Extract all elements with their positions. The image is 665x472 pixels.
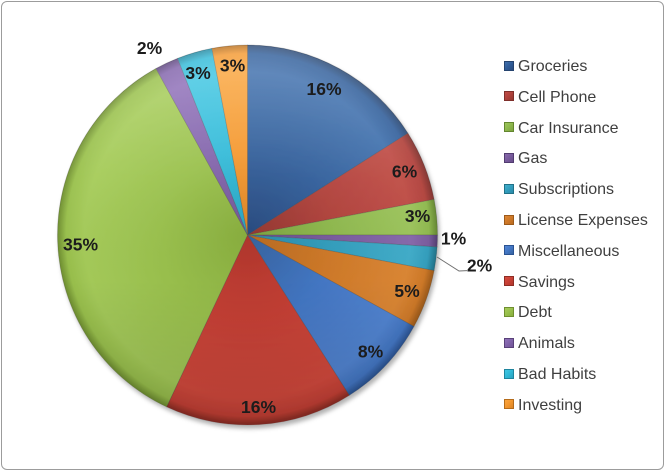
svg-text:5%: 5% [394, 281, 420, 301]
svg-text:3%: 3% [220, 56, 246, 76]
svg-text:2%: 2% [137, 38, 163, 58]
svg-text:35%: 35% [63, 235, 98, 255]
svg-text:2%: 2% [467, 256, 493, 276]
svg-text:16%: 16% [306, 79, 341, 99]
svg-text:3%: 3% [405, 206, 431, 226]
svg-text:6%: 6% [392, 162, 418, 182]
svg-text:3%: 3% [185, 63, 211, 83]
svg-text:1%: 1% [441, 229, 467, 249]
svg-text:8%: 8% [358, 342, 384, 362]
svg-text:16%: 16% [241, 397, 276, 417]
